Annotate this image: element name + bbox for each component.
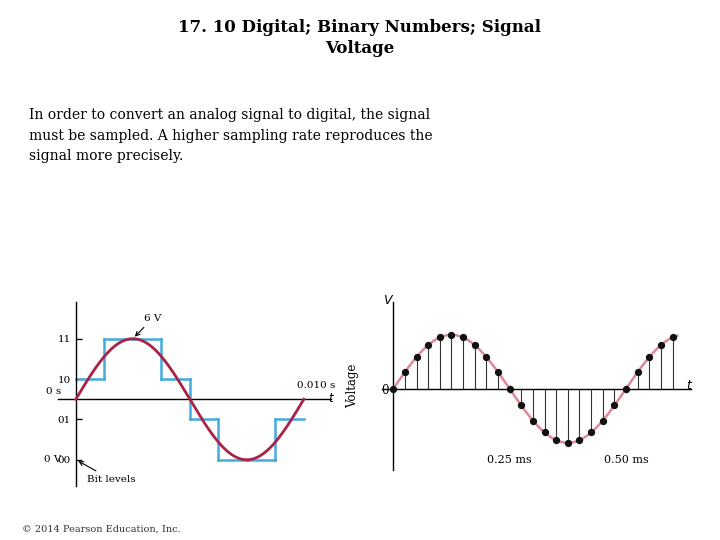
Point	[504, 384, 516, 393]
Point	[423, 341, 434, 349]
Point	[574, 436, 585, 444]
Point	[655, 341, 667, 349]
Point	[516, 401, 527, 410]
Point	[667, 333, 678, 342]
Text: 17. 10 Digital; Binary Numbers; Signal
Voltage: 17. 10 Digital; Binary Numbers; Signal V…	[179, 19, 541, 57]
Point	[492, 368, 504, 376]
Point	[457, 333, 469, 342]
Text: 0.25 ms: 0.25 ms	[487, 455, 532, 465]
Point	[410, 353, 422, 361]
Text: $t$: $t$	[685, 379, 693, 392]
Point	[446, 330, 457, 339]
Text: 0 V: 0 V	[44, 455, 61, 464]
Text: 0 s: 0 s	[46, 387, 61, 396]
Text: Voltage: Voltage	[346, 364, 359, 408]
Point	[387, 384, 399, 393]
Point	[620, 384, 631, 393]
Text: © 2014 Pearson Education, Inc.: © 2014 Pearson Education, Inc.	[22, 524, 180, 534]
Point	[562, 438, 574, 447]
Point	[597, 416, 608, 425]
Point	[527, 416, 539, 425]
Point	[644, 353, 655, 361]
Point	[632, 368, 644, 376]
Point	[539, 428, 550, 437]
Point	[434, 333, 446, 342]
Point	[585, 428, 597, 437]
Point	[399, 368, 410, 376]
Point	[469, 341, 480, 349]
Point	[550, 436, 562, 444]
Text: In order to convert an analog signal to digital, the signal
must be sampled. A h: In order to convert an analog signal to …	[29, 108, 433, 163]
Text: $t$: $t$	[328, 392, 335, 405]
Text: 0.50 ms: 0.50 ms	[603, 455, 649, 465]
Text: Bit levels: Bit levels	[79, 462, 136, 484]
Point	[608, 401, 620, 410]
Point	[480, 353, 492, 361]
Text: 0.010 s: 0.010 s	[297, 381, 336, 390]
Text: 6 V: 6 V	[135, 314, 161, 336]
Text: $V$: $V$	[383, 294, 395, 307]
